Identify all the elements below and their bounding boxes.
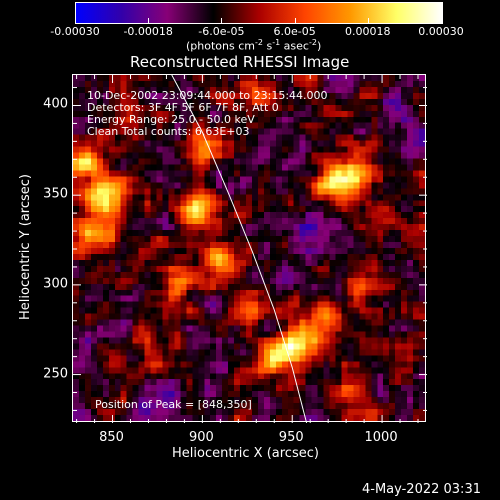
plot-overlay [73,75,427,423]
colorbar-tick-label: -0.00030 [50,25,100,38]
colorbar-tick-mark [294,18,296,24]
info-clean-counts: Clean Total counts: 6.63E+03 [87,125,250,138]
colorbar-units-label: (photons cm-2 s-1 asec-2) [186,38,322,53]
colorbar-tick-mark [367,18,369,24]
colorbar-tick-label: 0.00018 [345,25,391,38]
x-tick-label: 850 [99,430,124,445]
colorbar-tick-mark [441,18,442,24]
y-tick-label: 300 [43,276,68,292]
colorbar-tick-mark [148,18,150,24]
y-tick-label: 400 [43,96,68,112]
colorbar-tick-mark [75,18,76,24]
colorbar-tick-label: -6.0e-05 [198,25,245,38]
colorbar-tick-label: 6.0e-05 [273,25,316,38]
colorbar [75,2,443,24]
colorbar-gradient [76,3,442,23]
colorbar-tick-label: 0.00030 [418,25,464,38]
y-axis-label: Heliocentric Y (arcsec) [18,174,33,320]
info-time-range: 10-Dec-2002 23:09:44.000 to 23:15:44.000 [87,89,328,102]
y-tick-label: 250 [43,366,68,382]
footer-date: 4-May-2022 03:31 [362,482,481,497]
colorbar-tick-label: -0.00018 [123,25,173,38]
x-tick-label: 950 [278,430,304,445]
plot-area: 10-Dec-2002 23:09:44.000 to 23:15:44.000… [72,74,427,423]
info-energy-range: Energy Range: 25.0 - 50.0 keV [87,113,255,126]
x-axis-label: Heliocentric X (arcsec) [172,446,319,461]
chart-title: Reconstructed RHESSI Image [130,53,350,71]
x-tick-label: 1000 [364,430,398,445]
y-tick-label: 350 [43,186,68,202]
info-peak-position: Position of Peak = [848,350] [95,398,252,411]
info-detectors: Detectors: 3F 4F 5F 6F 7F 8F, Att 0 [87,101,279,114]
colorbar-tick-mark [221,18,223,24]
solar-limb-line [171,75,308,423]
x-tick-label: 900 [188,430,214,445]
heatmap-image [73,75,425,421]
